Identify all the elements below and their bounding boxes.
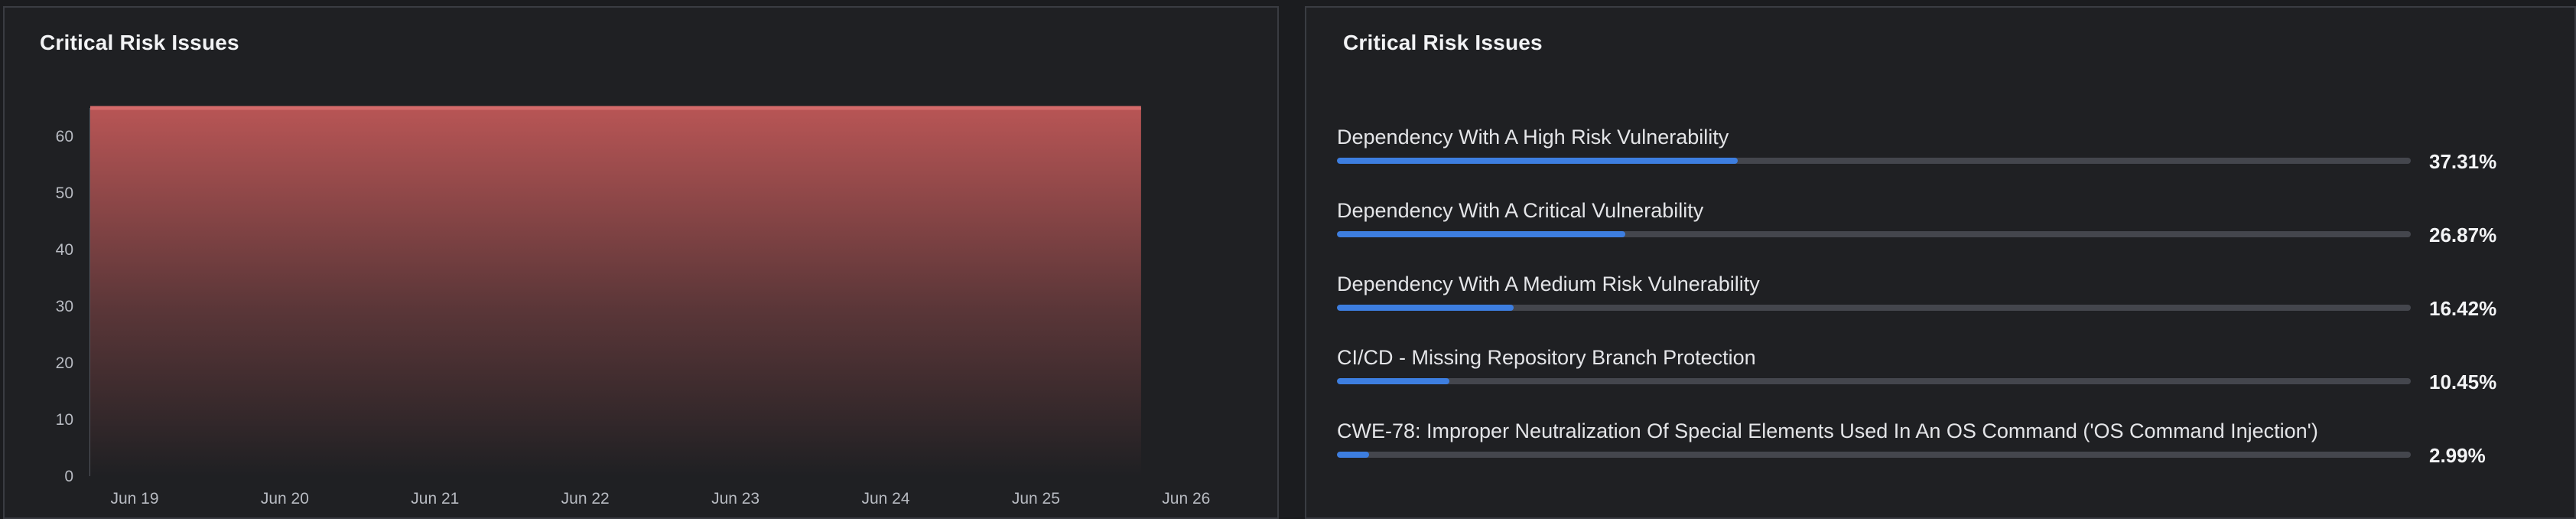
x-tick-label: Jun 23 bbox=[711, 490, 759, 508]
risk-progress-track bbox=[1337, 158, 2411, 164]
y-tick-label: 50 bbox=[56, 184, 73, 202]
x-tick-label: Jun 21 bbox=[411, 490, 459, 508]
critical-risk-chart-panel: Critical Risk Issues 0 10 20 30 40 50 60 Jun 19… bbox=[3, 6, 1279, 519]
x-tick-label: Jun 24 bbox=[861, 490, 909, 508]
risk-percent-value: 26.87% bbox=[2429, 224, 2497, 246]
risk-progress-track bbox=[1337, 231, 2411, 237]
critical-risk-breakdown-panel: Critical Risk Issues Dependency With A H… bbox=[1305, 6, 2576, 519]
y-tick-label: 60 bbox=[56, 128, 73, 145]
y-tick-label: 20 bbox=[56, 354, 73, 372]
risk-issue-row[interactable]: Dependency With A Medium Risk Vulnerabil… bbox=[1337, 269, 2561, 343]
panel-title: Critical Risk Issues bbox=[40, 31, 239, 54]
y-tick-label: 10 bbox=[56, 411, 73, 429]
risk-progress-track bbox=[1337, 378, 2411, 384]
panel-title: Critical Risk Issues bbox=[1343, 31, 1543, 54]
risk-issue-row[interactable]: CI/CD - Missing Repository Branch Protec… bbox=[1337, 343, 2561, 416]
risk-progress-fill bbox=[1337, 305, 1514, 311]
risk-percent-value: 16.42% bbox=[2429, 297, 2497, 320]
critical-risk-area-chart: 0 10 20 30 40 50 60 Jun 19 Jun 20 Jun 21 Jun 22 Jun… bbox=[56, 106, 1210, 508]
risk-issue-label: Dependency With A Critical Vulnerability bbox=[1337, 199, 1704, 222]
risk-issue-list: Dependency With A High Risk Vulnerabilit… bbox=[1337, 122, 2561, 490]
x-tick-label: Jun 26 bbox=[1162, 490, 1210, 508]
risk-issue-row[interactable]: Dependency With A High Risk Vulnerabilit… bbox=[1337, 122, 2561, 196]
risk-percent-value: 37.31% bbox=[2429, 150, 2497, 173]
x-tick-label: Jun 19 bbox=[110, 490, 158, 508]
risk-progress-track bbox=[1337, 305, 2411, 311]
risk-progress-fill bbox=[1337, 158, 1738, 164]
area-series-fill bbox=[90, 108, 1141, 476]
risk-issue-label: Dependency With A Medium Risk Vulnerabil… bbox=[1337, 273, 1760, 295]
y-tick-label: 0 bbox=[64, 468, 73, 485]
y-tick-label: 40 bbox=[56, 241, 73, 259]
risk-issue-row[interactable]: Dependency With A Critical Vulnerability… bbox=[1337, 196, 2561, 269]
risk-progress-fill bbox=[1337, 378, 1449, 384]
risk-issue-label: CWE-78: Improper Neutralization Of Speci… bbox=[1337, 419, 2318, 442]
x-tick-label: Jun 20 bbox=[261, 490, 309, 508]
risk-progress-fill bbox=[1337, 452, 1369, 458]
y-tick-label: 30 bbox=[56, 298, 73, 315]
risk-issue-row[interactable]: CWE-78: Improper Neutralization Of Speci… bbox=[1337, 416, 2561, 490]
risk-issue-label: Dependency With A High Risk Vulnerabilit… bbox=[1337, 126, 1729, 149]
x-tick-label: Jun 22 bbox=[561, 490, 610, 508]
risk-issue-label: CI/CD - Missing Repository Branch Protec… bbox=[1337, 346, 1756, 369]
risk-progress-track bbox=[1337, 452, 2411, 458]
risk-percent-value: 10.45% bbox=[2429, 370, 2497, 393]
risk-percent-value: 2.99% bbox=[2429, 444, 2486, 467]
risk-progress-fill bbox=[1337, 231, 1626, 237]
x-tick-label: Jun 25 bbox=[1012, 490, 1060, 508]
